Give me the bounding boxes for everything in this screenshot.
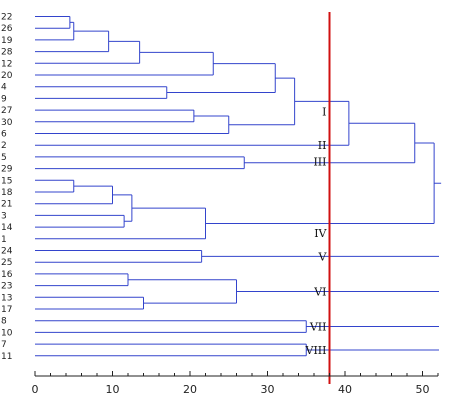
leaf-label-9: 9: [1, 94, 7, 104]
cluster-label-I: I: [322, 105, 326, 118]
leaf-label-2: 2: [1, 141, 7, 151]
dendrogram-links: [35, 16, 442, 357]
leaf-label-10: 10: [1, 328, 13, 338]
cluster-label-II: II: [318, 139, 327, 152]
leaf-label-16: 16: [1, 270, 13, 280]
x-tick-label-20: 20: [183, 383, 197, 396]
leaf-label-23: 23: [1, 282, 12, 292]
x-tick-label-0: 0: [32, 383, 39, 396]
leaf-label-20: 20: [1, 71, 13, 81]
leaf-label-6: 6: [1, 130, 7, 140]
cluster-label-V: V: [318, 250, 328, 263]
cluster-label-VI: VI: [313, 285, 326, 298]
cluster-label-VIII: VIII: [305, 344, 327, 357]
leaf-label-7: 7: [1, 340, 7, 350]
leaf-label-5: 5: [1, 153, 7, 163]
cluster-label-III: III: [313, 156, 326, 169]
cluster-label-IV: IV: [314, 227, 327, 240]
leaf-label-19: 19: [1, 36, 13, 46]
leaf-label-14: 14: [1, 223, 13, 233]
leaf-label-21: 21: [1, 200, 12, 210]
leaf-label-30: 30: [1, 118, 13, 128]
leaf-label-3: 3: [1, 211, 7, 221]
leaf-label-1: 1: [1, 235, 7, 245]
leaf-label-25: 25: [1, 258, 12, 268]
x-tick-label-10: 10: [106, 383, 120, 396]
leaf-label-29: 29: [1, 165, 13, 175]
x-tick-label-50: 50: [416, 383, 430, 396]
leaf-label-22: 22: [1, 13, 12, 23]
leaf-label-12: 12: [1, 59, 12, 69]
leaf-label-27: 27: [1, 106, 12, 116]
leaf-label-15: 15: [1, 176, 12, 186]
leaf-label-8: 8: [1, 317, 7, 327]
leaf-label-11: 11: [1, 352, 12, 362]
leaf-label-4: 4: [1, 83, 7, 93]
x-tick-label-40: 40: [338, 383, 352, 396]
leaf-label-17: 17: [1, 305, 12, 315]
leaf-label-26: 26: [1, 24, 13, 34]
leaf-label-18: 18: [1, 188, 13, 198]
leaf-label-24: 24: [1, 247, 13, 257]
leaf-labels: 2226192812204927306252915182131412425162…: [1, 13, 13, 362]
cluster-label-VII: VII: [309, 321, 327, 334]
x-tick-label-30: 30: [261, 383, 275, 396]
x-axis: 0 10 20 30 40 50: [32, 371, 439, 396]
leaf-label-28: 28: [1, 48, 13, 58]
leaf-label-13: 13: [1, 293, 12, 303]
